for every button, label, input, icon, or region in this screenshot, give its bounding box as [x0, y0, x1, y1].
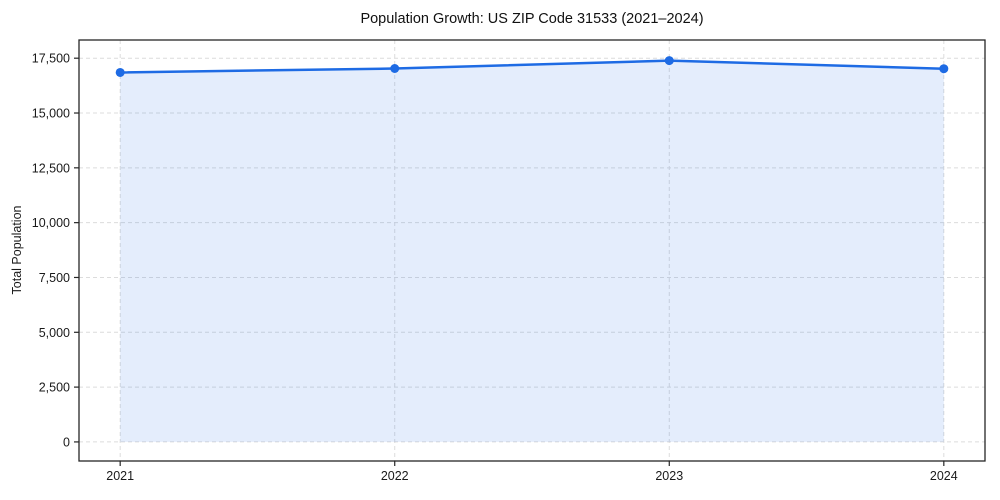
x-tick-label: 2023 — [655, 469, 683, 483]
y-tick-label: 12,500 — [32, 161, 70, 175]
y-tick-label: 15,000 — [32, 107, 70, 121]
trend-line — [118, 59, 946, 74]
y-tick-label: 2,500 — [39, 381, 70, 395]
y-tick-label: 5,000 — [39, 326, 70, 340]
x-tick-label: 2021 — [106, 469, 134, 483]
area-fill — [120, 60, 944, 442]
axes-frame — [78, 39, 986, 462]
y-tick-label: 0 — [63, 435, 70, 449]
data-point-2024 — [939, 64, 949, 74]
x-tick-label: 2024 — [930, 469, 958, 483]
x-tick-label: 2022 — [381, 469, 409, 483]
chart-title: Population Growth: US ZIP Code 31533 (20… — [360, 11, 704, 27]
y-tick-label: 7,500 — [39, 271, 70, 285]
data-point-2023 — [664, 56, 674, 66]
y-tick-label: 17,500 — [32, 52, 70, 66]
data-point-2022 — [390, 64, 400, 74]
data-point-2021 — [115, 67, 125, 77]
y-tick-label: 10,000 — [32, 216, 70, 230]
